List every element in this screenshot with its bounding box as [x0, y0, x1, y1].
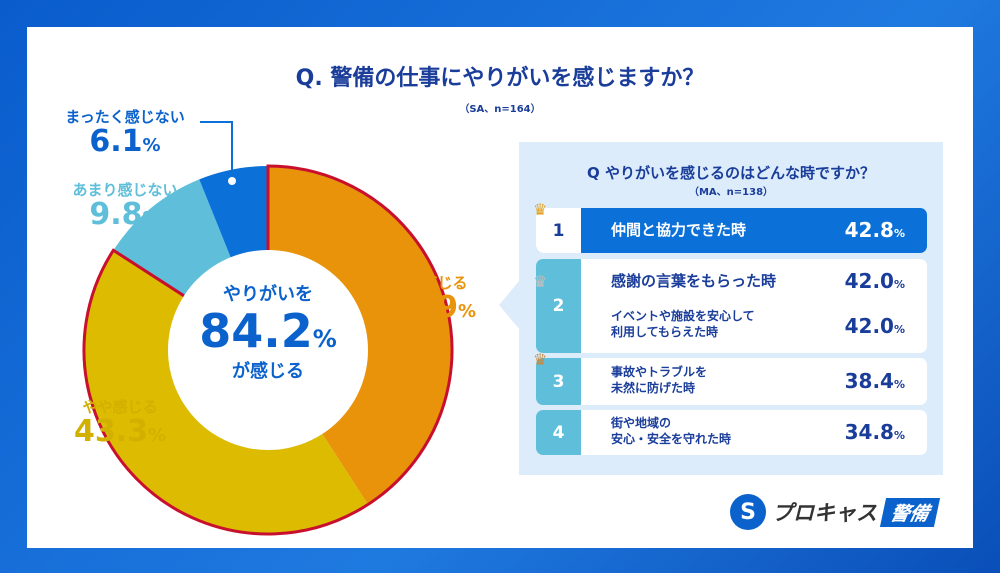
- crown-icon-silver: ♛: [533, 272, 548, 291]
- ranking-panel: Q やりがいを感じるのはどんな時ですか？ （MA、n=138） ♛ 1 仲間と協…: [519, 142, 943, 475]
- rank-row-4: 4 街や地域の 安心・安全を守れた時 34.8%: [536, 410, 927, 455]
- donut-hole: [168, 250, 368, 450]
- rank-row-1: 1 仲間と協力できた時 42.8%: [536, 208, 927, 253]
- logo-badge: 警備: [879, 497, 941, 527]
- highlight-outline: [82, 164, 454, 536]
- ranking-question: Q やりがいを感じるのはどんな時ですか？: [587, 164, 875, 182]
- logo-name: プロキャス: [772, 501, 877, 525]
- label-strongly: 強く感じる 40.9%: [383, 274, 477, 325]
- rank-row-2: 2 感謝の言葉をもらった時 42.0% イベントや施設を安心して 利用してもらえ…: [536, 259, 927, 353]
- logo-mark: S: [730, 494, 766, 530]
- leader-dot: [226, 175, 238, 187]
- page-title: Q. 警備の仕事にやりがいを感じますか？: [295, 66, 705, 91]
- callout-pointer: [499, 280, 520, 330]
- ranking-sample: （MA、n=138）: [688, 187, 774, 198]
- crown-icon-bronze: ♛: [533, 350, 548, 369]
- rank-row-3: 3 事故やトラブルを 未然に防げた時 38.4%: [536, 358, 927, 405]
- label-somewhat: やや感じる 43.3%: [73, 398, 167, 449]
- label-not-much: あまり感じない 9.8%: [72, 181, 178, 232]
- sample-size: （SA、n=164）: [459, 104, 541, 115]
- crown-icon-gold: ♛: [533, 200, 548, 219]
- brand-logo: S プロキャス 警備: [730, 494, 941, 530]
- label-not-at-all: まったく感じない 6.1%: [65, 108, 185, 159]
- donut-center-summary: やりがいを 84.2% が感じる: [199, 284, 337, 382]
- leader-line: [200, 121, 233, 176]
